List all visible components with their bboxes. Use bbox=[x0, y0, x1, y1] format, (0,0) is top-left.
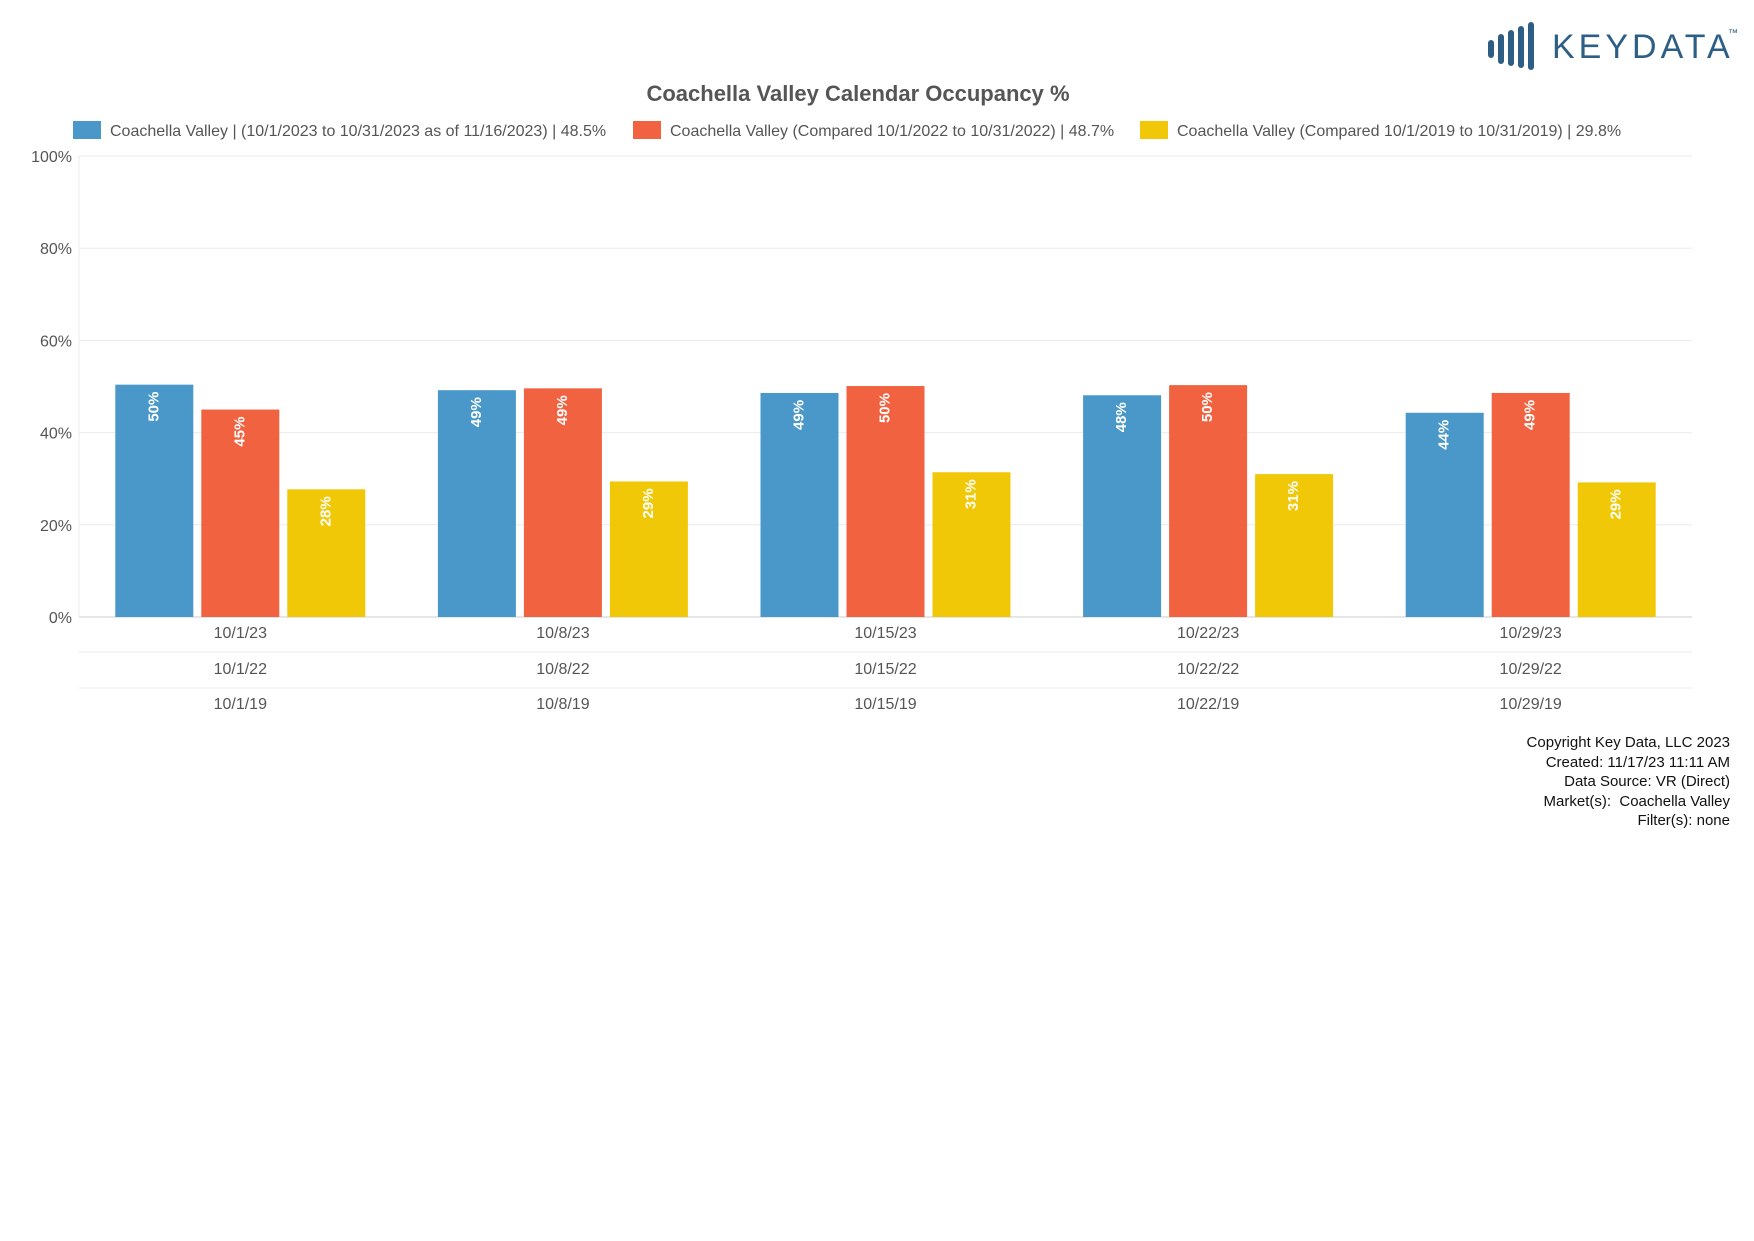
x-tick-label: 10/15/22 bbox=[854, 661, 916, 678]
x-tick-label: 10/22/22 bbox=[1177, 661, 1239, 678]
x-tick-label: 10/1/23 bbox=[214, 625, 267, 642]
chart-title: Coachella Valley Calendar Occupancy % bbox=[646, 81, 1069, 106]
keydata-logo: KEYDATA ™ bbox=[1488, 22, 1738, 70]
x-tick-label: 10/8/23 bbox=[536, 625, 589, 642]
bar-data-label: 49% bbox=[468, 397, 485, 427]
y-tick-label: 80% bbox=[40, 241, 72, 258]
bar-data-label: 48% bbox=[1113, 402, 1130, 432]
x-axis: 10/1/23 10/8/23 10/15/23 10/22/23 10/29/23 10… bbox=[79, 625, 1692, 713]
y-tick-label: 40% bbox=[40, 426, 72, 443]
created-text: Created: 11/17/23 11:11 AM bbox=[1545, 753, 1730, 771]
bar bbox=[1169, 385, 1248, 617]
x-tick-label: 10/1/19 bbox=[214, 696, 267, 713]
x-tick-label: 10/8/19 bbox=[536, 696, 589, 713]
bar bbox=[609, 481, 688, 617]
legend-swatch-3 bbox=[1140, 121, 1168, 139]
filters-text: Filter(s): none bbox=[1637, 812, 1730, 829]
legend-label-1: Coachella Valley | (10/1/2023 to 10/31/2… bbox=[110, 123, 606, 140]
bar-data-label: 31% bbox=[962, 479, 979, 509]
y-tick-label: 0% bbox=[49, 610, 72, 627]
occupancy-chart: Coachella Valley Calendar Occupancy % Co… bbox=[31, 81, 1692, 713]
keydata-bars-icon bbox=[1488, 22, 1534, 70]
bar-data-label: 31% bbox=[1285, 481, 1302, 511]
x-tick-label: 10/29/23 bbox=[1500, 625, 1562, 642]
bar-data-label: 44% bbox=[1436, 420, 1453, 450]
x-tick-label: 10/29/19 bbox=[1500, 696, 1562, 713]
trademark-mark: ™ bbox=[1728, 28, 1738, 39]
bar-data-label: 49% bbox=[790, 400, 807, 430]
bar bbox=[1255, 474, 1334, 617]
x-tick-label: 10/29/22 bbox=[1500, 661, 1562, 678]
markets-text: Market(s): Coachella Valley bbox=[1543, 792, 1730, 810]
y-tick-label: 20% bbox=[40, 518, 72, 535]
bar bbox=[1491, 392, 1570, 617]
bar-data-label: 29% bbox=[640, 488, 657, 518]
data-source-text: Data Source: VR (Direct) bbox=[1564, 773, 1730, 790]
bar-data-label: 50% bbox=[145, 392, 162, 422]
y-axis: 0% 20% 40% 60% 80% 100% bbox=[31, 149, 72, 627]
bar bbox=[760, 392, 839, 617]
y-tick-label: 100% bbox=[31, 149, 72, 166]
bar bbox=[1083, 395, 1162, 617]
bar-data-label: 49% bbox=[1522, 400, 1539, 430]
bar bbox=[846, 386, 925, 617]
bar-data-label: 50% bbox=[876, 393, 893, 423]
x-tick-label: 10/22/19 bbox=[1177, 696, 1239, 713]
x-tick-label: 10/8/22 bbox=[536, 661, 589, 678]
bar bbox=[287, 489, 366, 617]
bar bbox=[932, 472, 1011, 617]
bar-data-label: 28% bbox=[317, 496, 334, 526]
chart-footer: Copyright Key Data, LLC 2023 Created: 11… bbox=[1527, 733, 1730, 831]
x-tick-label: 10/15/23 bbox=[854, 625, 916, 642]
bar bbox=[1405, 412, 1484, 617]
bar bbox=[523, 388, 602, 617]
chart-bars: 50% 45% 28% 49% 49% 29% 49% 50% 31% 48% 50% 31% 44% 4… bbox=[115, 384, 1656, 617]
bar bbox=[201, 409, 280, 617]
bar bbox=[437, 390, 516, 617]
bar-data-label: 50% bbox=[1199, 392, 1216, 422]
y-tick-label: 60% bbox=[40, 333, 72, 350]
bar bbox=[1577, 482, 1656, 617]
copyright-text: Copyright Key Data, LLC 2023 bbox=[1526, 734, 1730, 751]
chart-legend: Coachella Valley | (10/1/2023 to 10/31/2… bbox=[73, 121, 1621, 140]
legend-label-3: Coachella Valley (Compared 10/1/2019 to … bbox=[1177, 123, 1621, 140]
legend-swatch-1 bbox=[73, 121, 101, 139]
bar-data-label: 45% bbox=[231, 417, 248, 447]
bar bbox=[115, 384, 194, 617]
legend-swatch-2 bbox=[633, 121, 661, 139]
x-tick-label: 10/1/22 bbox=[214, 661, 267, 678]
keydata-wordmark: KEYDATA bbox=[1552, 28, 1734, 66]
x-tick-label: 10/15/19 bbox=[854, 696, 916, 713]
bar-data-label: 49% bbox=[554, 395, 571, 425]
x-tick-label: 10/22/23 bbox=[1177, 625, 1239, 642]
bar-data-label: 29% bbox=[1608, 489, 1625, 519]
legend-label-2: Coachella Valley (Compared 10/1/2022 to … bbox=[670, 123, 1114, 140]
